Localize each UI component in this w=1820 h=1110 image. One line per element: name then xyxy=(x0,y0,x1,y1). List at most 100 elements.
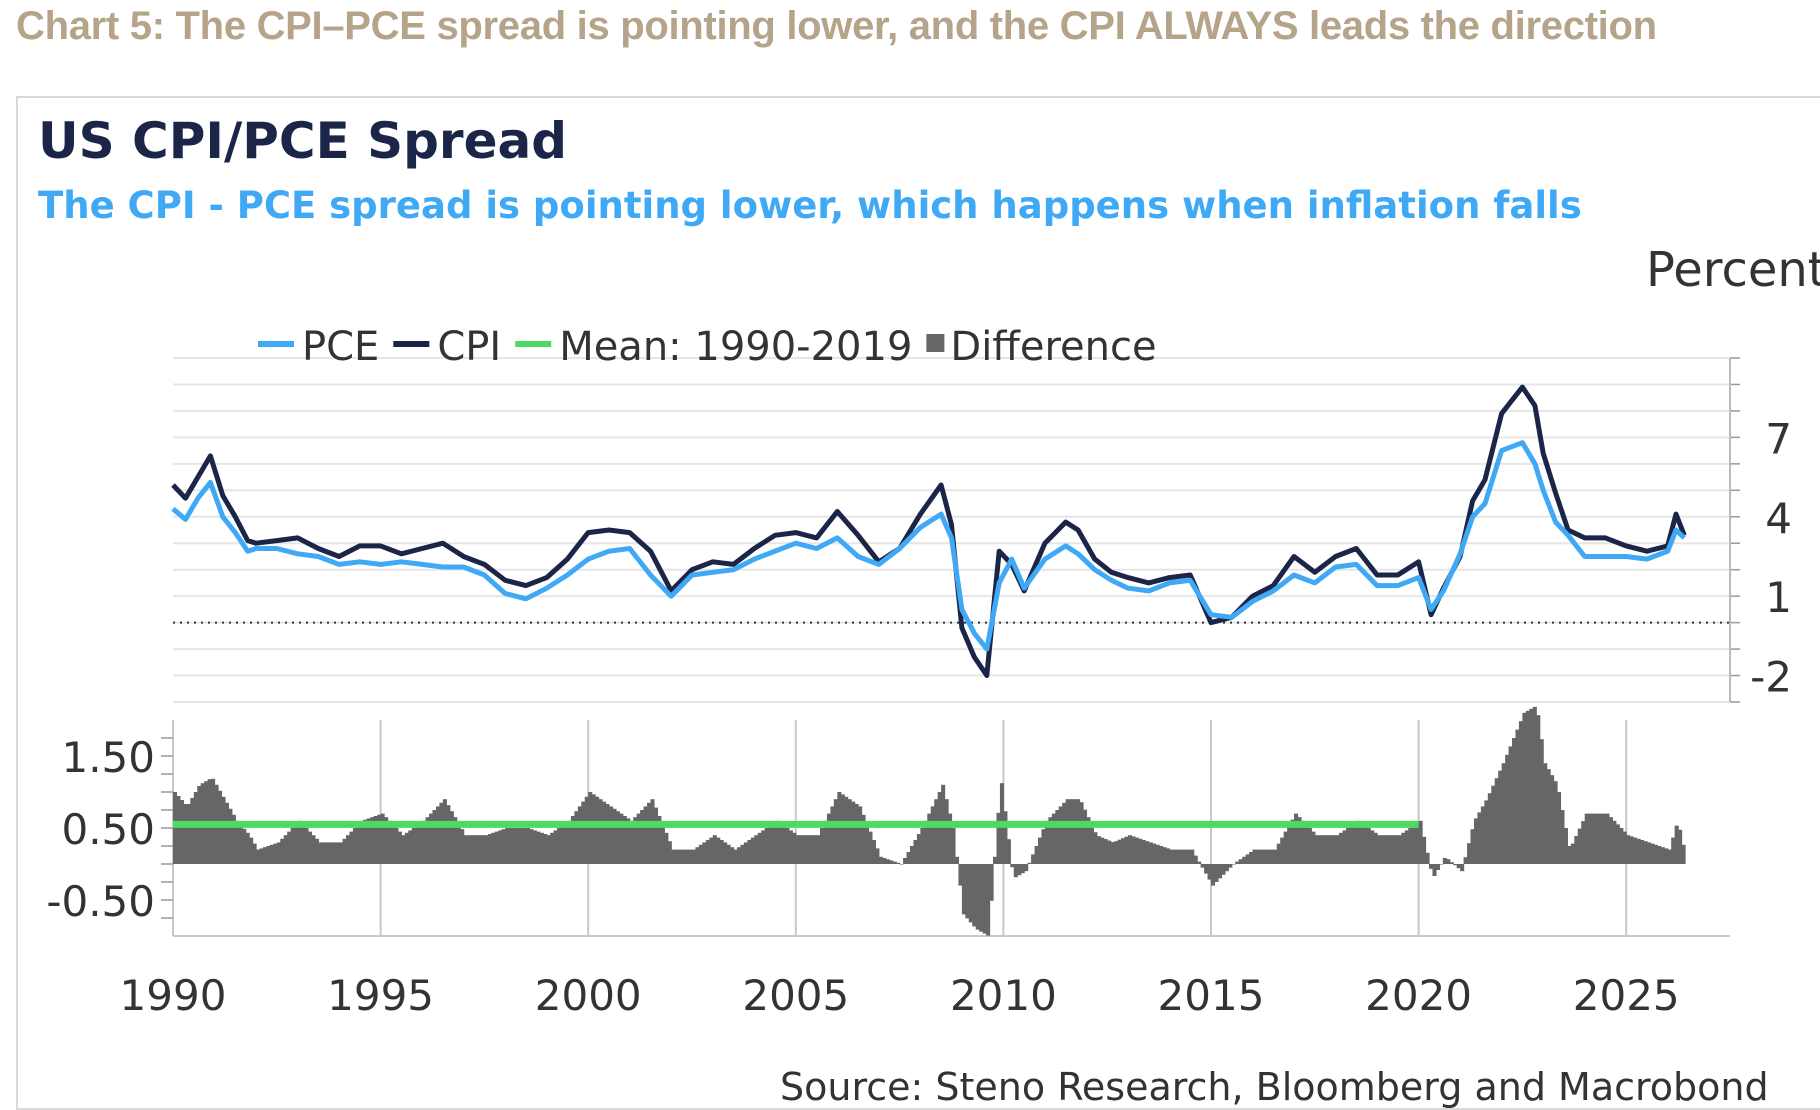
x-tick-label: 2005 xyxy=(742,971,849,1020)
difference-bar xyxy=(1207,864,1212,880)
difference-bar xyxy=(1439,864,1444,865)
legend-label: CPI xyxy=(437,324,501,370)
difference-bar xyxy=(370,817,375,864)
difference-bar xyxy=(1660,847,1665,864)
difference-bar xyxy=(1086,817,1091,864)
difference-bar xyxy=(1076,799,1081,864)
difference-bar xyxy=(1262,849,1267,864)
difference-bar xyxy=(487,834,492,864)
difference-bar xyxy=(1470,829,1475,864)
difference-bar xyxy=(806,835,811,864)
difference-bar xyxy=(688,849,693,864)
difference-bar xyxy=(1619,828,1624,864)
difference-bar xyxy=(920,828,925,864)
difference-bar xyxy=(411,828,416,864)
difference-bar xyxy=(1384,835,1389,864)
difference-bar xyxy=(854,804,859,864)
difference-bar xyxy=(1633,837,1638,864)
difference-bar xyxy=(231,814,236,864)
difference-bar xyxy=(539,832,544,864)
difference-bar xyxy=(882,858,887,864)
difference-bar xyxy=(1550,775,1555,864)
difference-bar xyxy=(1024,864,1029,872)
difference-bar xyxy=(1287,825,1292,864)
difference-bar xyxy=(1508,746,1513,864)
difference-bar xyxy=(653,807,658,864)
difference-bar xyxy=(809,835,814,864)
difference-bar xyxy=(1290,819,1295,864)
difference-bar xyxy=(1332,835,1337,864)
difference-bar xyxy=(1089,824,1094,864)
difference-bar xyxy=(1307,828,1312,864)
x-tick-label: 1990 xyxy=(120,971,227,1020)
difference-bar xyxy=(467,835,472,864)
difference-bar xyxy=(681,849,686,864)
difference-bar xyxy=(868,831,873,864)
difference-bar xyxy=(826,813,831,864)
difference-bar xyxy=(1224,864,1229,872)
difference-bar xyxy=(1294,813,1299,864)
difference-bar xyxy=(1387,835,1392,864)
difference-bar xyxy=(1110,842,1115,864)
difference-bar xyxy=(1321,835,1326,864)
difference-bar xyxy=(968,864,973,923)
difference-bar xyxy=(674,849,679,864)
difference-bar xyxy=(477,835,482,864)
lower-y-tick-label: 0.50 xyxy=(61,805,155,854)
difference-bar xyxy=(1245,854,1250,864)
difference-bar xyxy=(304,828,309,864)
difference-bar xyxy=(460,829,465,864)
difference-bar xyxy=(1494,778,1499,864)
difference-bar xyxy=(1432,864,1437,876)
difference-bar xyxy=(709,837,714,864)
difference-bar xyxy=(591,794,596,864)
difference-bar xyxy=(1667,849,1672,864)
difference-bar xyxy=(830,806,835,864)
difference-bar xyxy=(1255,849,1261,864)
difference-bar xyxy=(1394,835,1399,864)
difference-bar xyxy=(1044,820,1049,864)
difference-bar xyxy=(1204,864,1209,874)
difference-bar xyxy=(283,835,288,864)
difference-bar xyxy=(183,804,188,864)
difference-bar xyxy=(1141,840,1146,864)
difference-bar xyxy=(615,811,620,864)
difference-bar xyxy=(1380,835,1385,864)
difference-bar xyxy=(626,818,631,864)
difference-bar xyxy=(858,806,863,864)
difference-bar xyxy=(1200,864,1205,868)
difference-bar xyxy=(543,834,548,864)
difference-bars xyxy=(173,706,1686,936)
difference-bar xyxy=(574,811,579,864)
line-series xyxy=(171,384,1687,828)
difference-bar xyxy=(913,840,918,864)
difference-bar xyxy=(619,813,624,864)
difference-bar xyxy=(740,844,745,864)
difference-bar xyxy=(647,802,652,864)
x-tick-label: 2015 xyxy=(1158,971,1265,1020)
difference-bar xyxy=(307,831,312,864)
difference-bar xyxy=(1408,828,1413,864)
difference-bar xyxy=(702,842,707,864)
difference-bar xyxy=(186,804,191,864)
difference-bar xyxy=(442,799,447,864)
difference-bar xyxy=(927,813,932,864)
difference-bar xyxy=(1435,864,1440,870)
difference-bar xyxy=(1138,838,1143,864)
difference-bar xyxy=(1193,855,1198,864)
difference-bar xyxy=(1570,843,1575,864)
difference-bar xyxy=(390,824,396,864)
difference-bar xyxy=(553,830,558,864)
difference-bar xyxy=(1093,832,1098,864)
difference-bar xyxy=(1363,825,1368,864)
difference-bar xyxy=(1300,820,1306,864)
difference-bar xyxy=(301,824,306,864)
difference-bar xyxy=(664,832,669,864)
difference-bar xyxy=(1166,848,1171,864)
difference-bar xyxy=(948,813,953,864)
difference-bar xyxy=(512,828,517,864)
x-tick-label: 2010 xyxy=(950,971,1057,1020)
difference-bar xyxy=(550,832,555,864)
difference-bar xyxy=(1498,770,1503,864)
difference-bar xyxy=(1415,823,1420,864)
